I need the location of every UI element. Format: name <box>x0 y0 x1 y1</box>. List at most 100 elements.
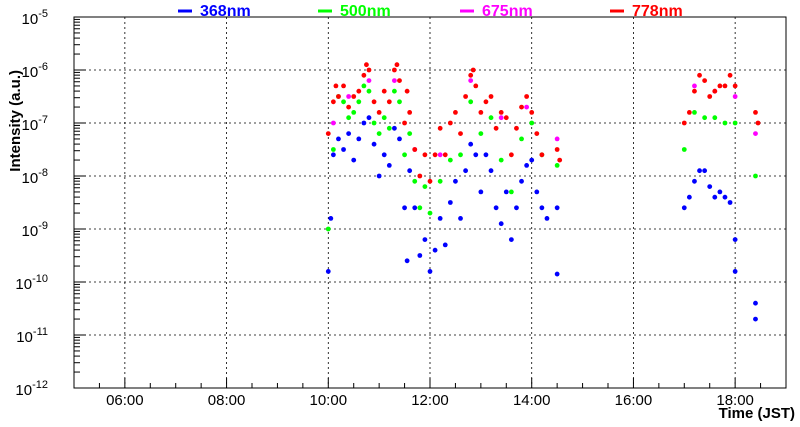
data-point <box>392 125 397 131</box>
data-point <box>702 168 708 174</box>
data-point <box>524 94 530 99</box>
data-point <box>519 178 524 184</box>
data-point <box>473 83 479 89</box>
data-point <box>392 78 397 83</box>
data-point <box>330 99 336 105</box>
data-point <box>366 88 372 94</box>
x-axis-title: Time (JST) <box>719 405 795 422</box>
data-point <box>732 269 738 274</box>
data-point <box>514 205 519 211</box>
data-point <box>330 152 336 158</box>
data-point <box>402 205 407 211</box>
data-point <box>463 168 468 174</box>
y-tick-label: 10-10 <box>15 273 48 293</box>
y-tick-label: 10-6 <box>22 61 48 81</box>
data-point <box>437 152 443 158</box>
data-point <box>732 237 738 243</box>
data-point <box>341 147 346 152</box>
y-tick-label: 10-9 <box>22 220 48 240</box>
data-point <box>712 194 718 200</box>
data-point <box>697 72 702 78</box>
data-point <box>447 120 453 126</box>
data-point <box>366 67 372 73</box>
data-point <box>325 269 331 274</box>
data-point <box>351 94 357 99</box>
data-point <box>717 189 723 195</box>
data-point <box>503 115 509 121</box>
data-point <box>722 83 728 89</box>
data-point <box>356 136 362 142</box>
data-point <box>519 136 524 142</box>
data-point <box>483 152 489 158</box>
series-368nm <box>325 115 758 322</box>
data-point <box>493 125 499 131</box>
data-point <box>529 157 535 163</box>
data-point <box>346 131 352 137</box>
data-point <box>333 83 339 89</box>
data-point <box>529 120 535 126</box>
data-point <box>397 99 402 105</box>
data-point <box>488 168 494 174</box>
data-point <box>498 110 504 115</box>
data-point <box>468 72 474 78</box>
data-point <box>458 131 463 137</box>
data-point <box>325 226 331 232</box>
data-point <box>432 152 438 158</box>
data-point <box>732 120 738 126</box>
data-point <box>554 163 560 168</box>
data-point <box>732 94 738 99</box>
data-point <box>554 147 560 152</box>
data-point <box>524 163 530 168</box>
data-points <box>325 62 761 322</box>
data-point <box>417 205 423 211</box>
data-point <box>753 316 758 322</box>
data-point <box>468 141 474 147</box>
data-point <box>422 152 428 158</box>
data-point <box>453 178 458 184</box>
data-point <box>404 258 410 264</box>
data-point <box>371 141 377 147</box>
data-point <box>458 216 463 221</box>
data-point <box>702 115 708 121</box>
data-point <box>692 110 697 115</box>
data-point <box>463 94 468 99</box>
data-point <box>727 200 733 205</box>
data-point <box>346 94 352 99</box>
data-point <box>722 194 728 200</box>
data-point <box>498 115 504 121</box>
data-point <box>346 115 352 121</box>
data-point <box>361 72 367 78</box>
y-tick-label: 10-11 <box>16 326 48 346</box>
data-point <box>364 62 369 68</box>
data-point <box>386 163 392 168</box>
data-point <box>514 125 519 131</box>
data-point <box>753 131 758 137</box>
data-point <box>381 115 387 121</box>
data-point <box>361 120 367 126</box>
data-point <box>692 88 697 94</box>
data-point <box>755 120 761 126</box>
data-point <box>468 78 474 83</box>
legend-label: 778nm <box>632 3 683 20</box>
data-point <box>432 247 438 253</box>
data-point <box>437 125 443 131</box>
data-point <box>508 237 514 243</box>
data-point <box>712 115 718 121</box>
data-point <box>427 269 433 274</box>
data-point <box>356 99 362 105</box>
grid-lines <box>74 17 786 388</box>
data-point <box>417 253 423 258</box>
data-point <box>453 110 458 115</box>
data-point <box>422 237 428 243</box>
data-point <box>470 67 476 73</box>
data-point <box>478 131 484 137</box>
data-point <box>483 99 489 105</box>
data-point <box>702 78 708 83</box>
data-point <box>753 300 758 306</box>
data-point <box>397 78 402 83</box>
data-point <box>753 173 758 179</box>
data-point <box>534 189 540 195</box>
data-point <box>722 120 728 126</box>
data-point <box>508 152 514 158</box>
data-point <box>498 221 504 227</box>
